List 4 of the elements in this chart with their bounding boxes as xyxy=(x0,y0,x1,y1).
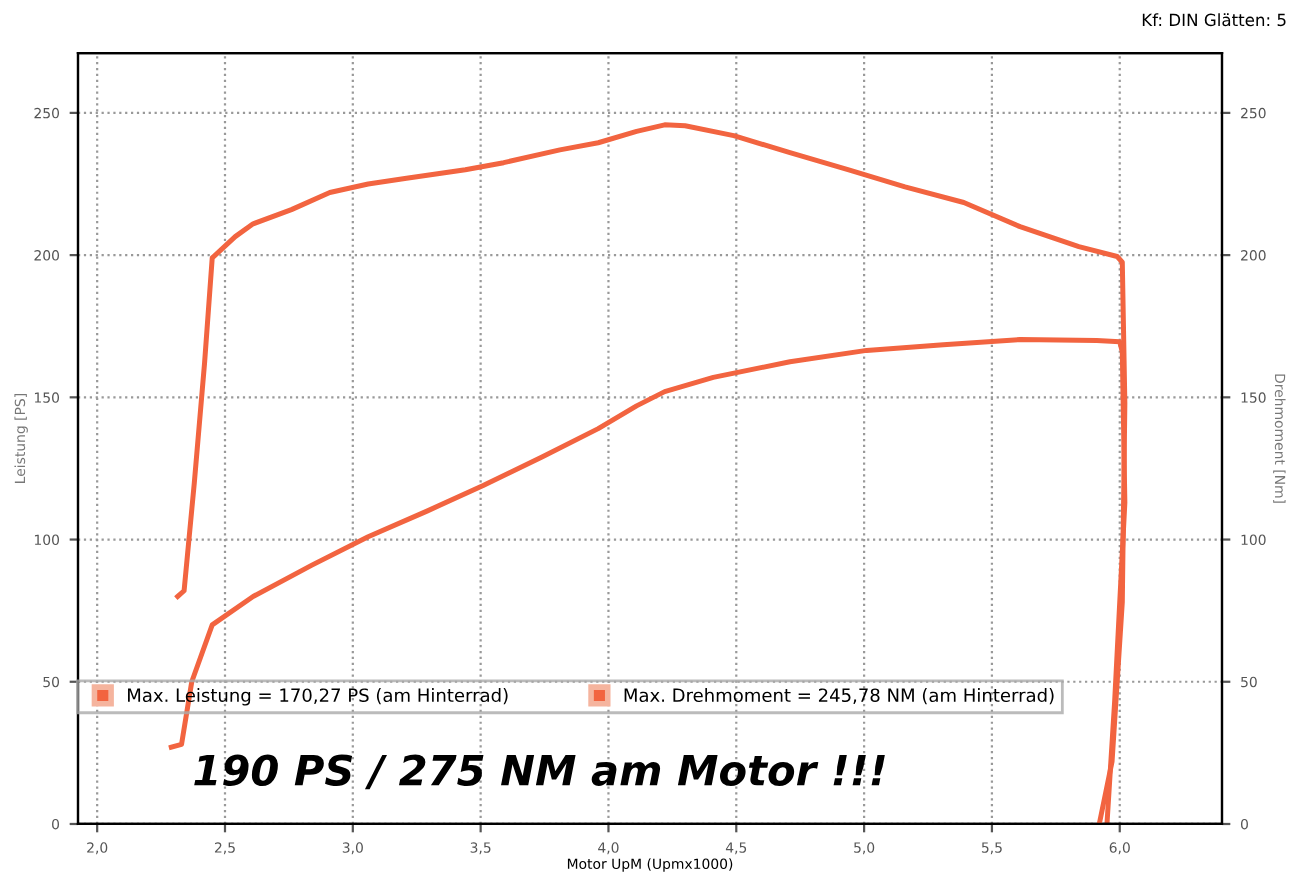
legend-label: Max. Drehmoment = 245,78 NM (am Hinterrad) xyxy=(624,688,1054,705)
line-series xyxy=(175,122,1128,824)
text: Kf: DIN Glätten: 5 xyxy=(1142,13,1286,27)
annotation: 190 PS / 275 NM am Motor !!! xyxy=(194,754,885,790)
